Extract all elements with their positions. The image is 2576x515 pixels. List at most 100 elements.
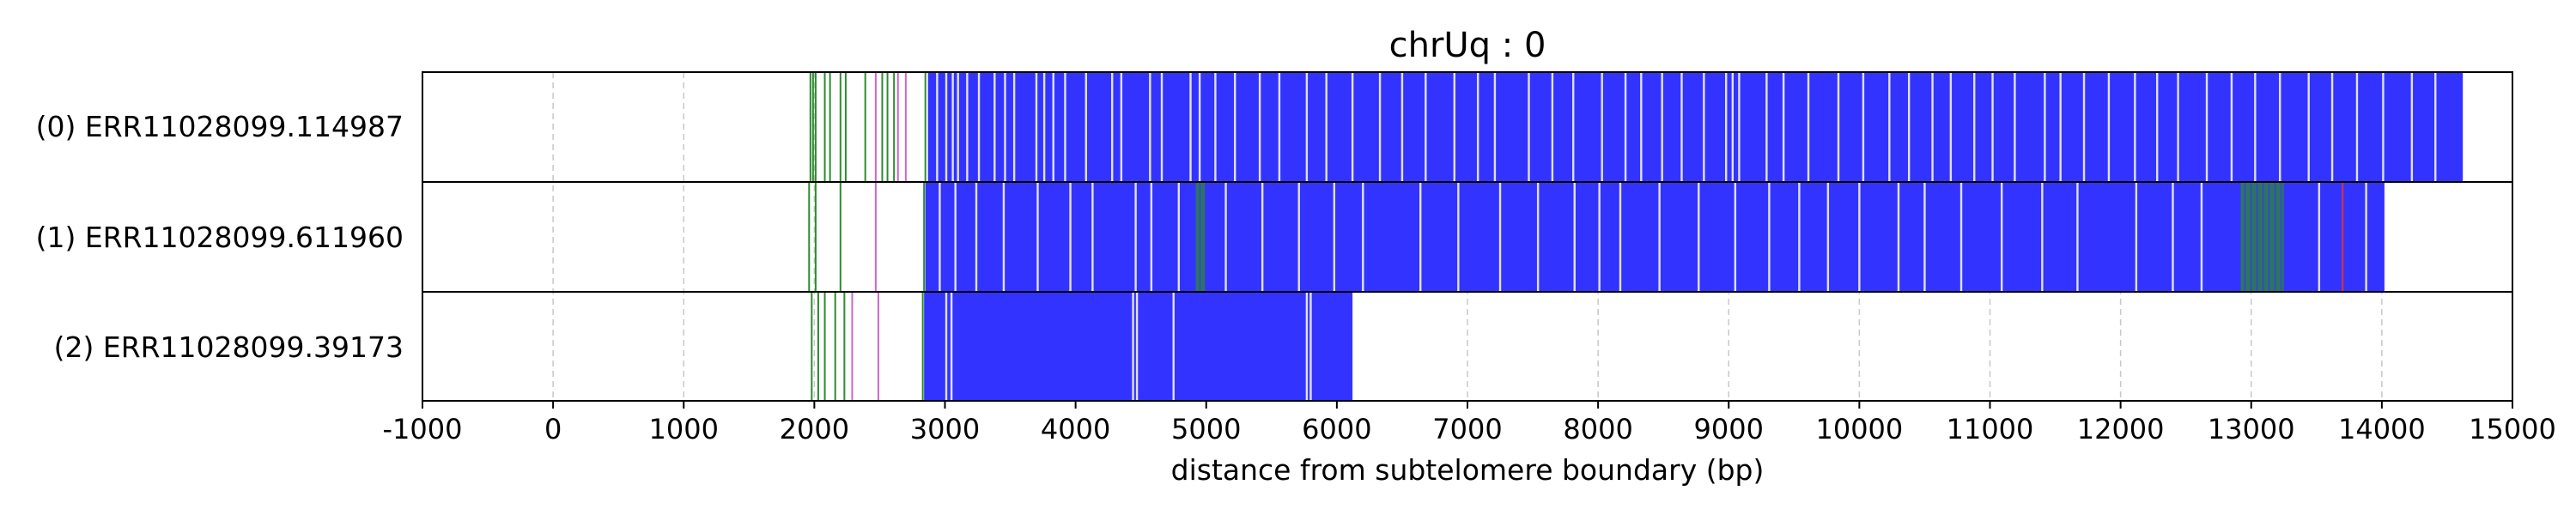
gap-mark <box>1160 73 1163 181</box>
motif-mark <box>896 73 899 181</box>
gap-mark <box>1959 183 1963 291</box>
gap-mark <box>1261 183 1264 291</box>
gap-mark <box>966 73 969 181</box>
gap-mark <box>1120 73 1123 181</box>
gap-mark <box>1453 73 1455 181</box>
x-tick-label: 9000 <box>1694 413 1764 445</box>
gap-mark <box>954 183 957 291</box>
x-tick-label: 14000 <box>2338 413 2426 445</box>
gap-mark <box>1536 183 1540 291</box>
gap-mark <box>1765 73 1768 181</box>
gap-mark <box>1725 73 1728 181</box>
gap-mark <box>2279 73 2281 181</box>
green-segment-stripe <box>2274 183 2276 291</box>
x-tick-label: 12000 <box>2077 413 2165 445</box>
motif-mark <box>834 293 836 401</box>
gap-mark <box>1573 183 1576 291</box>
gap-mark <box>1004 73 1006 181</box>
motif-mark <box>921 293 924 401</box>
gap-mark <box>1528 73 1530 181</box>
gap-mark <box>1734 183 1737 291</box>
gap-mark <box>1177 183 1181 291</box>
motif-mark <box>874 73 877 181</box>
gap-mark <box>1309 293 1312 401</box>
repeat-block <box>924 293 1353 401</box>
green-segment-stripe <box>2280 183 2282 291</box>
gap-mark <box>1731 73 1735 181</box>
gap-mark <box>945 73 948 181</box>
row-label: (0) ERR11028099.114987 <box>36 110 404 143</box>
gap-mark <box>2156 73 2159 181</box>
x-tick-label: 15000 <box>2469 413 2556 445</box>
gap-mark <box>1931 73 1934 181</box>
gap-mark <box>1012 73 1016 181</box>
gap-mark <box>1862 73 1865 181</box>
x-tick-label: 5000 <box>1171 413 1241 445</box>
motif-mark <box>844 73 847 181</box>
motif-mark <box>923 183 926 291</box>
gap-mark <box>1698 183 1700 291</box>
x-axis: -1000 0 1000 2000 3000 4000 5000 6000 7000 8000 90… <box>383 401 2556 445</box>
gap-mark <box>936 73 939 181</box>
gap-mark <box>950 293 953 401</box>
red-mark <box>2342 183 2344 291</box>
gap-mark <box>1798 183 1801 291</box>
x-tick-label: 11000 <box>1947 413 2034 445</box>
x-axis-title: distance from subtelomere boundary (bp) <box>1171 453 1765 487</box>
motif-mark <box>839 73 841 181</box>
gap-mark <box>1378 73 1382 181</box>
gap-mark <box>1661 73 1663 181</box>
gap-mark <box>1042 73 1046 181</box>
gap-mark <box>1305 73 1309 181</box>
repeat-block <box>925 183 2385 291</box>
gap-mark <box>1035 73 1038 181</box>
gap-mark <box>2330 73 2334 181</box>
read-row <box>809 73 2464 181</box>
motif-mark <box>829 73 831 181</box>
gap-mark <box>2107 73 2111 181</box>
gap-mark <box>2307 73 2310 181</box>
gap-mark <box>1619 183 1622 291</box>
gap-mark <box>1002 183 1005 291</box>
gap-mark <box>2041 183 2044 291</box>
gap-mark <box>1419 183 1422 291</box>
x-tick-label: 7000 <box>1432 413 1502 445</box>
motif-mark <box>843 293 846 401</box>
motif-mark <box>811 73 814 181</box>
gap-mark <box>1150 183 1153 291</box>
x-tick-label: 3000 <box>910 413 980 445</box>
gap-mark <box>1351 73 1354 181</box>
x-tick-label: 13000 <box>2208 413 2295 445</box>
gap-mark <box>2134 73 2136 181</box>
read-row <box>811 293 1353 401</box>
gap-mark <box>1111 73 1114 181</box>
gap-mark <box>1498 183 1502 291</box>
x-tick-label: 0 <box>544 413 562 445</box>
gap-mark <box>1858 183 1861 291</box>
gap-mark <box>993 73 996 181</box>
gap-mark <box>1598 183 1601 291</box>
gap-mark <box>1149 73 1151 181</box>
gap-mark <box>2172 183 2174 291</box>
gap-mark <box>1234 73 1236 181</box>
gap-mark <box>1425 73 1427 181</box>
motif-mark <box>886 73 889 181</box>
gap-mark <box>1703 73 1705 181</box>
gap-mark <box>1297 183 1300 291</box>
gap-mark <box>1198 73 1201 181</box>
gap-mark <box>1258 73 1261 181</box>
gap-mark <box>945 293 948 401</box>
gap-mark <box>1680 73 1683 181</box>
gap-mark <box>1572 73 1575 181</box>
gap-mark <box>977 73 981 181</box>
motif-mark <box>808 183 811 291</box>
gap-mark <box>2382 73 2385 181</box>
gap-mark <box>1064 73 1066 181</box>
gap-mark <box>1476 73 1479 181</box>
motif-mark <box>924 73 927 181</box>
gap-mark <box>1837 73 1840 181</box>
green-segment-stripe <box>1199 183 1201 291</box>
motif-mark <box>851 293 854 401</box>
gap-mark <box>1624 73 1627 181</box>
